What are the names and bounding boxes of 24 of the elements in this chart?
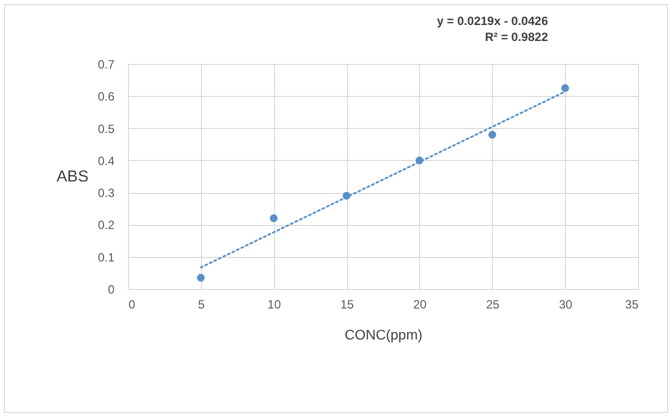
y-axis-title: ABS xyxy=(56,168,88,186)
point xyxy=(270,214,278,222)
x-tick-label: 5 xyxy=(198,298,206,312)
y-tick-label: 0.4 xyxy=(98,154,115,168)
x-tick-label: 25 xyxy=(486,298,500,312)
y-tick-label: 0.1 xyxy=(98,250,115,264)
x-axis-title: CONC(ppm) xyxy=(344,326,422,342)
x-tick-label: 30 xyxy=(558,298,573,312)
x-tick-label: 10 xyxy=(268,298,282,312)
y-tick-label: 0.3 xyxy=(98,186,115,200)
y-tick-label: 0.2 xyxy=(98,218,115,232)
x-tick-label: 20 xyxy=(413,298,427,312)
y-tick-label: 0.5 xyxy=(98,122,115,136)
x-tick-label: 15 xyxy=(340,298,354,312)
y-tick-label: 0.7 xyxy=(98,58,115,72)
y-tick-label: 0.6 xyxy=(98,90,115,104)
x-tick-label: 0 xyxy=(128,298,136,312)
text: R² = 0.9822 xyxy=(484,30,548,44)
point xyxy=(488,130,496,139)
point xyxy=(561,84,570,92)
point xyxy=(196,274,205,282)
x-tick-label: 35 xyxy=(625,298,639,312)
y-tick-label: 0 xyxy=(108,282,115,296)
text: y = 0.0219x - 0.0426 xyxy=(436,14,548,28)
